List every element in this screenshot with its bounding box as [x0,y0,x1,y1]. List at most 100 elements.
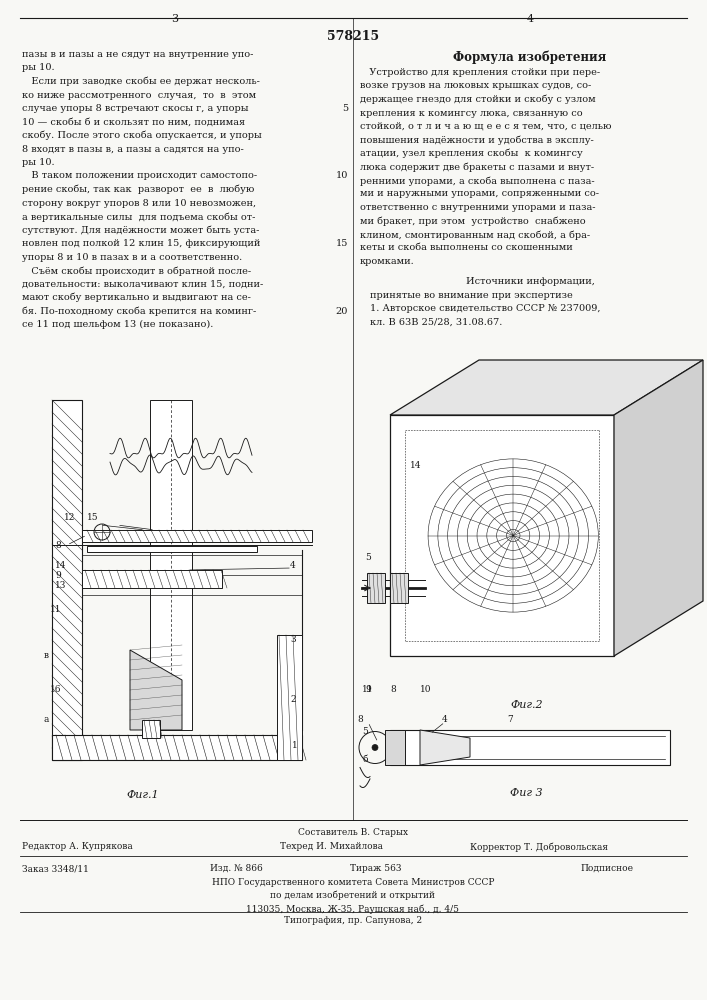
Text: Техред И. Михайлова: Техред И. Михайлова [280,842,383,851]
Text: 8: 8 [390,686,396,694]
Bar [87,546,257,552]
Text: ответственно с внутренними упорами и паза-: ответственно с внутренними упорами и паз… [360,203,595,212]
Text: довательности: выколачивают клин 15, подни-: довательности: выколачивают клин 15, под… [22,279,263,288]
Text: кромками.: кромками. [360,257,415,266]
Text: 15: 15 [87,514,98,522]
Text: 5: 5 [362,728,368,736]
Bar [150,400,192,730]
Text: ми бракет, при этом  устройство  снабжено: ми бракет, при этом устройство снабжено [360,217,585,226]
Text: Фиг 3: Фиг 3 [510,788,543,798]
Bar [82,570,222,588]
Text: мают скобу вертикально и выдвигают на се-: мают скобу вертикально и выдвигают на се… [22,293,251,302]
Text: Редактор А. Купрякова: Редактор А. Купрякова [22,842,133,851]
Text: 13: 13 [55,580,66,589]
Text: 5: 5 [365,554,371,562]
Text: Фиг.1: Фиг.1 [127,790,159,800]
Text: 2: 2 [290,696,296,704]
Text: возке грузов на люковых крышках судов, со-: возке грузов на люковых крышках судов, с… [360,82,591,91]
Text: 11: 11 [362,686,373,694]
Polygon shape [390,360,703,415]
Bar [52,735,302,760]
Bar [385,730,405,765]
Text: Составитель В. Старых: Составитель В. Старых [298,828,408,837]
Text: стойкой, о т л и ч а ю щ е е с я тем, что, с целью: стойкой, о т л и ч а ю щ е е с я тем, чт… [360,122,612,131]
Bar [82,530,312,542]
Text: ми и наружными упорами, сопряженными со-: ми и наружными упорами, сопряженными со- [360,190,599,198]
Text: Подписное: Подписное [580,864,633,873]
Text: ренними упорами, а скоба выполнена с паза-: ренними упорами, а скоба выполнена с паз… [360,176,595,186]
Text: бя. По-походному скоба крепится на коминг-: бя. По-походному скоба крепится на комин… [22,306,256,316]
Text: повышения надёжности и удобства в эксплу-: повышения надёжности и удобства в эксплу… [360,135,594,145]
Text: 8: 8 [357,716,363,724]
Text: люка содержит две бракеты с пазами и внут-: люка содержит две бракеты с пазами и вну… [360,162,594,172]
Text: ры 10.: ры 10. [22,158,54,167]
Text: Заказ 3348/11: Заказ 3348/11 [22,864,89,873]
Text: Устройство для крепления стойки при пере-: Устройство для крепления стойки при пере… [360,68,600,77]
Bar [367,573,385,603]
Text: б: б [362,756,368,764]
Text: упоры 8 и 10 в пазах в и а соответственно.: упоры 8 и 10 в пазах в и а соответственн… [22,252,243,261]
Text: держащее гнездо для стойки и скобу с узлом: держащее гнездо для стойки и скобу с узл… [360,95,595,104]
Text: 9: 9 [55,570,61,580]
Bar [390,415,614,656]
Text: по делам изобретений и открытий: по делам изобретений и открытий [271,891,436,900]
Text: Формула изобретения: Формула изобретения [453,50,607,64]
Text: 10 — скобы б и скользят по ним, поднимая: 10 — скобы б и скользят по ним, поднимая [22,117,245,126]
Text: 4: 4 [527,14,534,24]
Text: Типография, пр. Сапунова, 2: Типография, пр. Сапунова, 2 [284,916,422,925]
Text: 8 входят в пазы в, а пазы а садятся на упо-: 8 входят в пазы в, а пазы а садятся на у… [22,144,244,153]
Text: атации, узел крепления скобы  к комингсу: атации, узел крепления скобы к комингсу [360,149,583,158]
Text: 4: 4 [290,560,296,570]
Text: Источники информации,: Источники информации, [466,276,595,286]
Bar [142,720,160,738]
Text: ко ниже рассмотренного  случая,  то  в  этом: ко ниже рассмотренного случая, то в этом [22,91,256,100]
Text: Изд. № 866: Изд. № 866 [210,864,263,873]
Polygon shape [130,650,182,730]
Text: Если при заводке скобы ее держат несколь-: Если при заводке скобы ее держат несколь… [22,77,260,87]
Text: Тираж 563: Тираж 563 [350,864,402,873]
Text: новлен под полкой 12 клин 15, фиксирующий: новлен под полкой 12 клин 15, фиксирующи… [22,239,260,248]
Text: Съём скобы происходит в обратной после-: Съём скобы происходит в обратной после- [22,266,251,275]
Text: Корректор Т. Добровольская: Корректор Т. Добровольская [470,842,608,852]
Text: 3: 3 [290,636,296,645]
Text: 14: 14 [410,460,421,470]
Text: рение скобы, так как  разворот  ее  в  любую: рение скобы, так как разворот ее в любую [22,185,255,194]
Text: 1. Авторское свидетельство СССР № 237009,: 1. Авторское свидетельство СССР № 237009… [370,304,600,313]
Bar [390,730,670,765]
Text: 3: 3 [171,14,179,24]
Text: 1: 1 [292,740,298,750]
Text: ры 10.: ры 10. [22,64,54,73]
Text: В таком положении происходит самостопо-: В таком положении происходит самостопо- [22,172,257,180]
Text: 4: 4 [442,716,448,724]
Text: Фиг.2: Фиг.2 [510,700,543,710]
Text: 20: 20 [336,306,348,316]
Text: 578215: 578215 [327,30,379,43]
Text: 113035, Москва, Ж-35, Раушская наб., д. 4/5: 113035, Москва, Ж-35, Раушская наб., д. … [247,904,460,914]
Text: принятые во внимание при экспертизе: принятые во внимание при экспертизе [370,290,573,300]
Text: а: а [44,716,49,724]
Text: пазы в и пазы а не сядут на внутренние упо-: пазы в и пазы а не сядут на внутренние у… [22,50,253,59]
Text: 10: 10 [336,172,348,180]
Text: сутствуют. Для надёжности может быть уста-: сутствуют. Для надёжности может быть уст… [22,226,259,235]
Text: 5: 5 [342,104,348,113]
Text: НПО Государственного комитета Совета Министров СССР: НПО Государственного комитета Совета Мин… [212,878,494,887]
Text: 15: 15 [336,239,348,248]
Text: случае упоры 8 встречают скосы г, а упоры: случае упоры 8 встречают скосы г, а упор… [22,104,248,113]
Text: сторону вокруг упоров 8 или 10 невозможен,: сторону вокруг упоров 8 или 10 невозможе… [22,198,256,208]
Text: 16: 16 [50,686,62,694]
Text: 8: 8 [55,540,61,550]
Text: клином, смонтированным над скобой, а бра-: клином, смонтированным над скобой, а бра… [360,230,590,239]
Polygon shape [614,360,703,656]
Circle shape [372,744,378,750]
Text: се 11 под шельфом 13 (не показано).: се 11 под шельфом 13 (не показано). [22,320,214,329]
Text: в: в [44,650,49,660]
Text: 12: 12 [64,514,76,522]
Text: 14: 14 [55,560,66,570]
Bar [277,635,302,760]
Text: кл. В 63В 25/28, 31.08.67.: кл. В 63В 25/28, 31.08.67. [370,318,503,326]
Text: 10: 10 [420,686,431,694]
Text: кеты и скоба выполнены со скошенными: кеты и скоба выполнены со скошенными [360,243,573,252]
Text: скобу. После этого скоба опускается, и упоры: скобу. После этого скоба опускается, и у… [22,131,262,140]
Bar [52,400,82,760]
Text: 11: 11 [50,605,62,614]
